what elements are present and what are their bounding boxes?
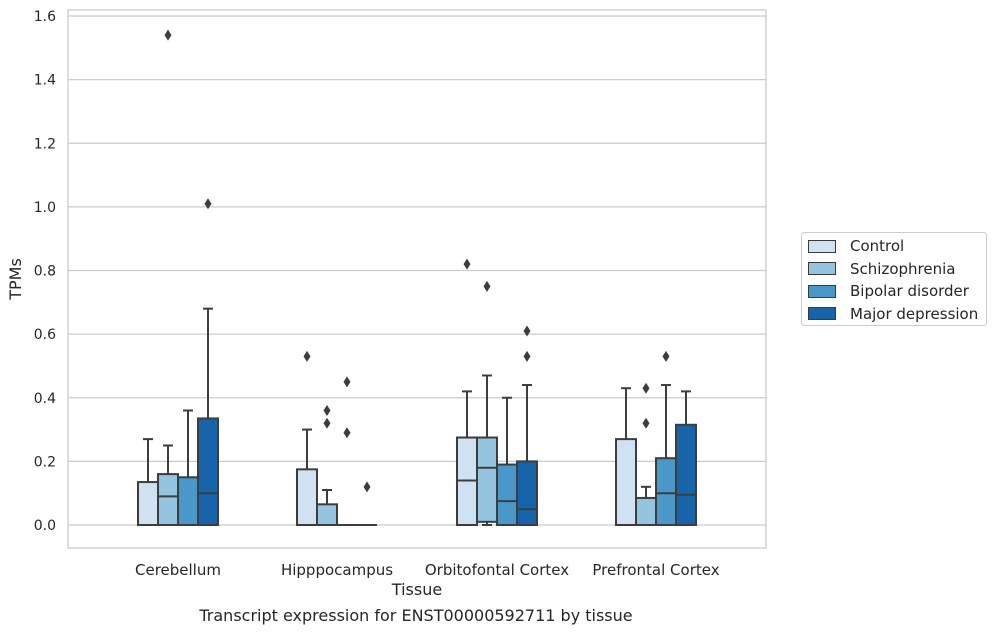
outlier-marker bbox=[204, 198, 212, 210]
x-tick-labels: Cerebellum Hipppocampus Orbitofontal Corte… bbox=[135, 561, 720, 579]
y-tick-label: 1.2 bbox=[34, 136, 56, 152]
legend-swatch bbox=[808, 307, 836, 320]
outlier-marker bbox=[642, 417, 650, 429]
legend-swatch bbox=[808, 262, 836, 275]
outlier-marker bbox=[662, 350, 670, 362]
box bbox=[197, 417, 219, 527]
legend-item: Schizophrenia bbox=[808, 259, 955, 279]
series-control bbox=[137, 258, 637, 527]
y-tick-label: 0.4 bbox=[34, 391, 56, 407]
box bbox=[177, 476, 199, 526]
box-series bbox=[137, 29, 697, 527]
box bbox=[476, 436, 498, 523]
legend-label: Major depression bbox=[850, 304, 979, 323]
legend: Control Schizophrenia Bipolar disorder Majo… bbox=[801, 232, 987, 326]
outlier-marker bbox=[303, 350, 311, 362]
y-tick-label: 0.2 bbox=[34, 454, 56, 470]
y-tick-label: 0.6 bbox=[34, 327, 56, 343]
series-major-depression bbox=[197, 198, 697, 527]
legend-label: Control bbox=[850, 237, 905, 255]
box bbox=[675, 423, 697, 526]
outlier-marker bbox=[164, 29, 172, 41]
outlier-marker bbox=[463, 258, 471, 270]
outlier-marker bbox=[343, 376, 351, 388]
outlier-marker bbox=[523, 325, 531, 337]
x-tick-label: Prefrontal Cortex bbox=[592, 561, 719, 579]
legend-item: Major depression bbox=[808, 304, 978, 324]
legend-label: Schizophrenia bbox=[850, 259, 956, 278]
x-tick-label: Orbitofontal Cortex bbox=[425, 561, 569, 579]
series-bipolar-disorder bbox=[177, 350, 677, 527]
legend-item: Control bbox=[808, 236, 904, 256]
outlier-marker bbox=[523, 350, 531, 362]
y-tick-label: 1.0 bbox=[34, 200, 56, 216]
x-axis-label: Tissue bbox=[391, 580, 442, 599]
x-tick-label: Cerebellum bbox=[135, 561, 221, 579]
figure-caption: Transcript expression for ENST0000059271… bbox=[199, 606, 633, 625]
x-tick-label: Hipppocampus bbox=[281, 561, 393, 579]
legend-swatch bbox=[808, 239, 836, 253]
box bbox=[496, 463, 518, 526]
legend-swatch bbox=[808, 284, 836, 298]
plot-area bbox=[67, 9, 767, 549]
y-tick-label: 1.6 bbox=[34, 9, 56, 25]
box bbox=[316, 503, 338, 526]
outlier-marker bbox=[323, 404, 331, 416]
box bbox=[655, 457, 677, 527]
outlier-marker bbox=[483, 280, 491, 292]
box bbox=[296, 468, 318, 526]
y-tick-label: 0.0 bbox=[34, 518, 56, 534]
outlier-marker bbox=[642, 382, 650, 394]
y-tick-label: 1.4 bbox=[34, 73, 56, 89]
y-tick-label: 0.8 bbox=[34, 264, 56, 280]
outlier-marker bbox=[323, 417, 331, 429]
box bbox=[516, 460, 538, 526]
outlier-marker bbox=[343, 427, 351, 439]
box bbox=[635, 496, 657, 527]
series-schizophrenia bbox=[157, 29, 657, 527]
box bbox=[157, 473, 179, 527]
y-axis-label: TPMs bbox=[6, 258, 25, 301]
legend-item: Bipolar disorder bbox=[808, 281, 969, 301]
y-tick-labels: 0.0 0.2 0.4 0.6 0.8 1.0 1.2 1.4 1.6 bbox=[34, 9, 56, 534]
outlier-marker bbox=[363, 481, 371, 493]
legend-label: Bipolar disorder bbox=[850, 282, 969, 300]
box bbox=[137, 481, 159, 527]
box bbox=[615, 438, 637, 527]
